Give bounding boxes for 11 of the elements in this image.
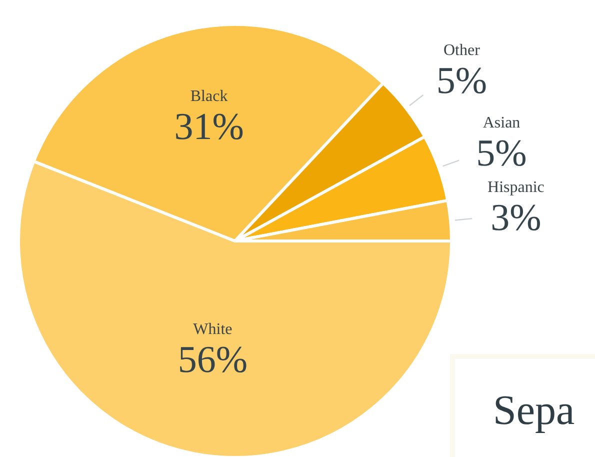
data-label: 3% bbox=[490, 197, 542, 240]
data-label: 31% bbox=[174, 106, 244, 148]
slice-label: Hispanic bbox=[488, 179, 544, 196]
slice-label: Asian bbox=[482, 114, 520, 132]
data-label: 5% bbox=[476, 132, 527, 175]
slice-label: Black bbox=[190, 88, 228, 105]
slice-label: White bbox=[193, 320, 232, 338]
slice-label: Other bbox=[443, 42, 481, 60]
data-label: 5% bbox=[436, 60, 488, 102]
data-label: 56% bbox=[178, 338, 248, 381]
text: Sepa bbox=[450, 354, 595, 457]
